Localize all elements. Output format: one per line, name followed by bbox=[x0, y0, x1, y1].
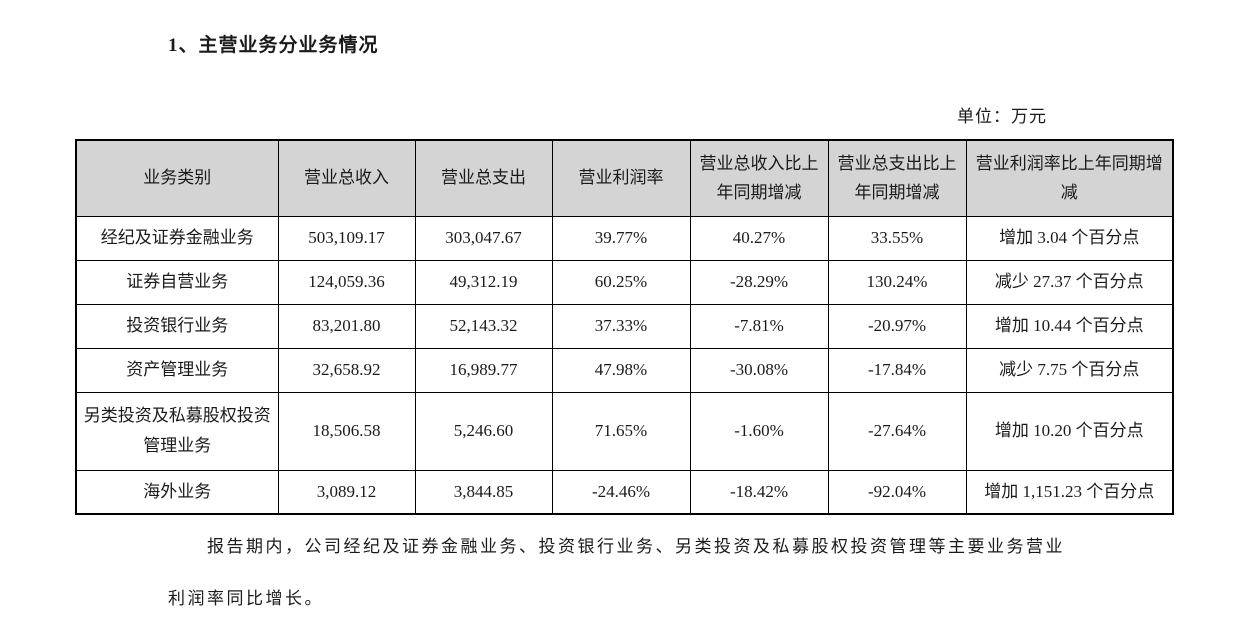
header-cell-profit-margin: 营业利润率 bbox=[551, 139, 691, 217]
cell-expense: 52,143.32 bbox=[414, 303, 553, 349]
cell-margin-yoy: 增加 10.20 个百分点 bbox=[965, 391, 1174, 471]
table-header-row: 业务类别 营业总收入 营业总支出 营业利润率 营业总收入比上年同期增减 营业总支… bbox=[75, 139, 1174, 217]
cell-category: 投资银行业务 bbox=[75, 303, 279, 349]
cell-margin: -24.46% bbox=[551, 469, 691, 515]
cell-expense-yoy: -17.84% bbox=[827, 347, 967, 393]
cell-revenue-yoy: -1.60% bbox=[689, 391, 829, 471]
cell-expense: 16,989.77 bbox=[414, 347, 553, 393]
cell-margin-yoy: 增加 1,151.23 个百分点 bbox=[965, 469, 1174, 515]
cell-category: 海外业务 bbox=[75, 469, 279, 515]
business-segments-table: 业务类别 营业总收入 营业总支出 营业利润率 营业总收入比上年同期增减 营业总支… bbox=[75, 139, 1174, 515]
summary-line-2: 利润率同比增长。 bbox=[168, 589, 324, 608]
cell-expense-yoy: -27.64% bbox=[827, 391, 967, 471]
summary-line-1: 报告期内，公司经纪及证券金融业务、投资银行业务、另类投资及私募股权投资管理等主要… bbox=[207, 537, 1065, 556]
table-row: 资产管理业务 32,658.92 16,989.77 47.98% -30.08… bbox=[75, 347, 1174, 393]
cell-revenue: 18,506.58 bbox=[277, 391, 416, 471]
cell-margin: 39.77% bbox=[551, 215, 691, 261]
unit-label: 单位：万元 bbox=[957, 107, 1047, 126]
cell-revenue-yoy: 40.27% bbox=[689, 215, 829, 261]
cell-category: 证券自营业务 bbox=[75, 259, 279, 305]
cell-margin: 60.25% bbox=[551, 259, 691, 305]
cell-expense-yoy: -92.04% bbox=[827, 469, 967, 515]
cell-expense: 3,844.85 bbox=[414, 469, 553, 515]
cell-margin: 71.65% bbox=[551, 391, 691, 471]
table-row: 另类投资及私募股权投资管理业务 18,506.58 5,246.60 71.65… bbox=[75, 391, 1174, 471]
cell-expense-yoy: 130.24% bbox=[827, 259, 967, 305]
cell-revenue-yoy: -30.08% bbox=[689, 347, 829, 393]
header-cell-expense-yoy: 营业总支出比上年同期增减 bbox=[827, 139, 967, 217]
cell-category: 资产管理业务 bbox=[75, 347, 279, 393]
header-cell-revenue-yoy: 营业总收入比上年同期增减 bbox=[689, 139, 829, 217]
cell-revenue: 503,109.17 bbox=[277, 215, 416, 261]
cell-expense-yoy: -20.97% bbox=[827, 303, 967, 349]
cell-expense: 5,246.60 bbox=[414, 391, 553, 471]
table-row: 投资银行业务 83,201.80 52,143.32 37.33% -7.81%… bbox=[75, 303, 1174, 349]
header-cell-total-expense: 营业总支出 bbox=[414, 139, 553, 217]
cell-revenue: 32,658.92 bbox=[277, 347, 416, 393]
cell-revenue: 3,089.12 bbox=[277, 469, 416, 515]
cell-margin-yoy: 增加 10.44 个百分点 bbox=[965, 303, 1174, 349]
table-row: 海外业务 3,089.12 3,844.85 -24.46% -18.42% -… bbox=[75, 469, 1174, 515]
header-cell-total-revenue: 营业总收入 bbox=[277, 139, 416, 217]
table-row: 经纪及证券金融业务 503,109.17 303,047.67 39.77% 4… bbox=[75, 215, 1174, 261]
cell-revenue-yoy: -18.42% bbox=[689, 469, 829, 515]
cell-expense-yoy: 33.55% bbox=[827, 215, 967, 261]
cell-revenue-yoy: -7.81% bbox=[689, 303, 829, 349]
cell-margin: 47.98% bbox=[551, 347, 691, 393]
cell-margin-yoy: 减少 7.75 个百分点 bbox=[965, 347, 1174, 393]
cell-category: 另类投资及私募股权投资管理业务 bbox=[75, 391, 279, 471]
section-title: 1、主营业务分业务情况 bbox=[168, 35, 379, 56]
summary-paragraph: 报告期内，公司经纪及证券金融业务、投资银行业务、另类投资及私募股权投资管理等主要… bbox=[168, 532, 1128, 609]
cell-revenue: 83,201.80 bbox=[277, 303, 416, 349]
cell-revenue: 124,059.36 bbox=[277, 259, 416, 305]
cell-category: 经纪及证券金融业务 bbox=[75, 215, 279, 261]
header-cell-category: 业务类别 bbox=[75, 139, 279, 217]
cell-margin-yoy: 减少 27.37 个百分点 bbox=[965, 259, 1174, 305]
cell-margin: 37.33% bbox=[551, 303, 691, 349]
cell-expense: 303,047.67 bbox=[414, 215, 553, 261]
cell-expense: 49,312.19 bbox=[414, 259, 553, 305]
header-cell-margin-yoy: 营业利润率比上年同期增减 bbox=[965, 139, 1174, 217]
cell-revenue-yoy: -28.29% bbox=[689, 259, 829, 305]
cell-margin-yoy: 增加 3.04 个百分点 bbox=[965, 215, 1174, 261]
table-row: 证券自营业务 124,059.36 49,312.19 60.25% -28.2… bbox=[75, 259, 1174, 305]
